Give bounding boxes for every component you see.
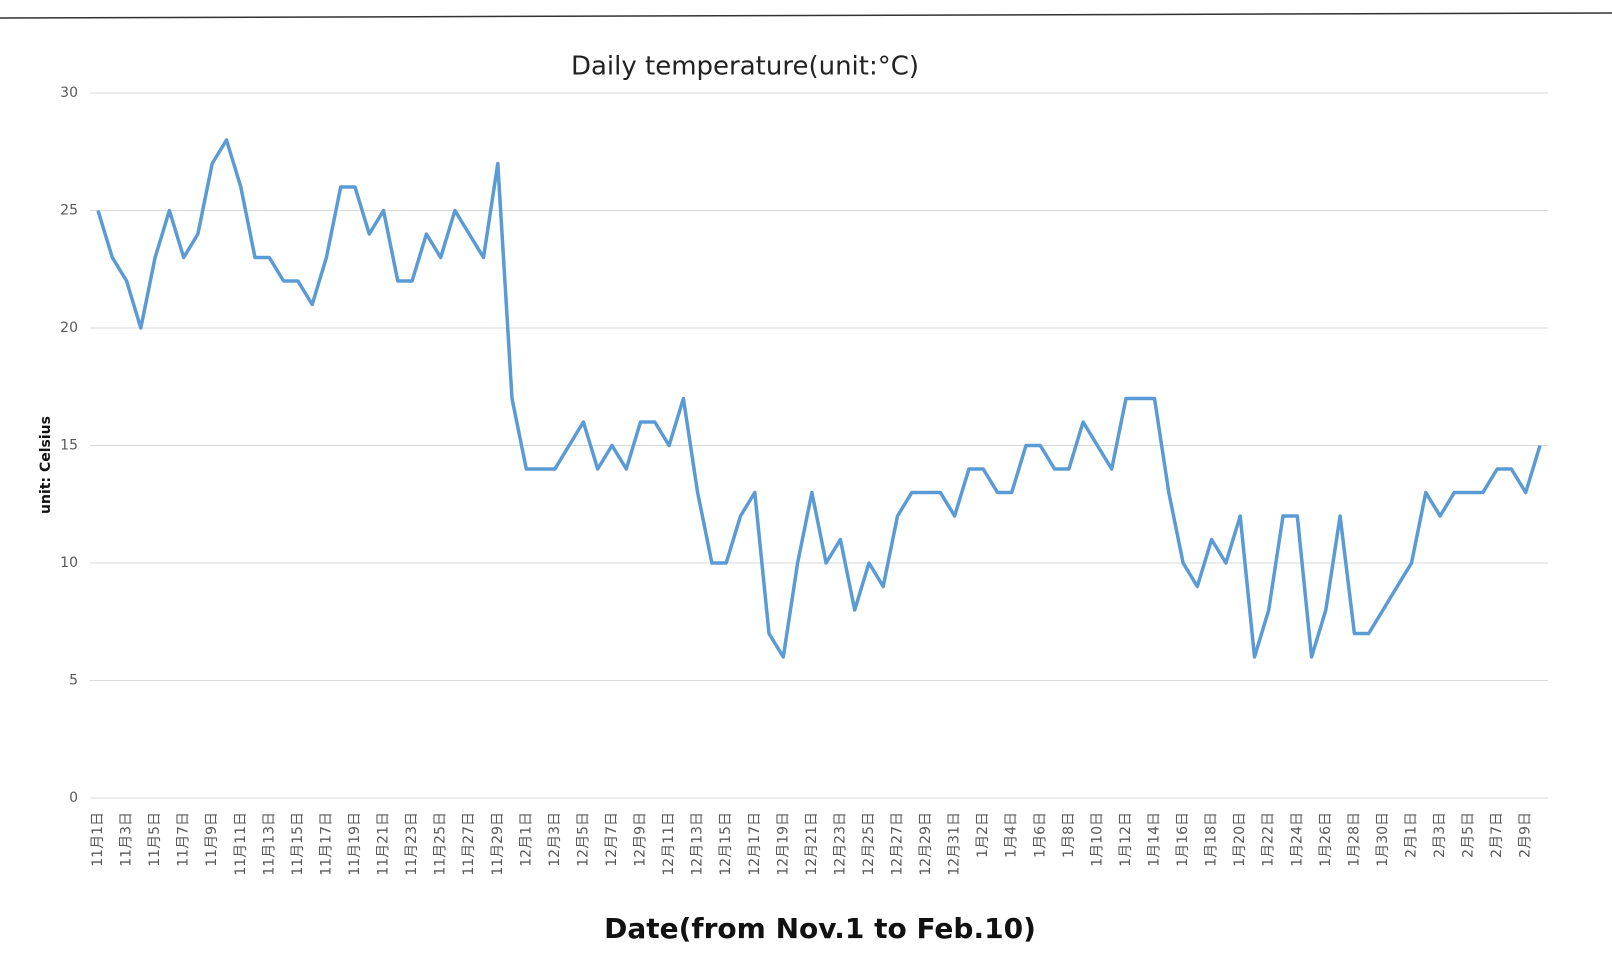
y-tick-label: 10 — [60, 555, 78, 571]
x-tick-label: 12月3日 — [547, 812, 563, 867]
y-tick-label: 30 — [60, 85, 78, 101]
chart-title: Daily temperature(unit:°C) — [571, 52, 919, 82]
x-tick-label: 1月6日 — [1032, 812, 1048, 858]
y-axis-label: unit: Celsius — [38, 416, 54, 514]
x-tick-label: 11月9日 — [204, 812, 220, 867]
y-tick-label: 25 — [60, 203, 78, 219]
y-tick-label: 5 — [69, 673, 78, 689]
line-series — [96, 138, 1542, 659]
x-tick-label: 12月21日 — [804, 812, 820, 876]
x-tick-label: 1月20日 — [1232, 812, 1248, 867]
x-tick-label: 1月16日 — [1175, 812, 1191, 867]
x-tick-label: 12月5日 — [575, 812, 591, 867]
x-tick-label: 11月1日 — [90, 812, 106, 867]
x-tick-label: 2月5日 — [1461, 812, 1477, 858]
x-tick-label: 1月10日 — [1089, 812, 1105, 867]
x-tick-label: 12月11日 — [661, 812, 677, 876]
x-tick-label: 12月27日 — [890, 812, 906, 876]
x-tick-label: 2月3日 — [1432, 812, 1448, 858]
x-tick-label: 12月31日 — [947, 812, 963, 876]
x-tick-label: 1月24日 — [1289, 812, 1305, 867]
x-tick-label: 11月13日 — [261, 812, 277, 876]
x-tick-label: 2月1日 — [1404, 812, 1420, 858]
x-tick-label: 1月8日 — [1061, 812, 1077, 858]
x-tick-label: 1月28日 — [1346, 812, 1362, 867]
x-tick-label: 1月26日 — [1318, 812, 1334, 867]
x-tick-label: 11月21日 — [376, 812, 392, 876]
x-tick-label: 11月17日 — [318, 812, 334, 876]
x-tick-label: 12月13日 — [690, 812, 706, 876]
x-tick-label: 12月15日 — [718, 812, 734, 876]
x-tick-label: 12月29日 — [918, 812, 934, 876]
x-tick-label: 11月7日 — [176, 812, 192, 867]
x-tick-label: 11月15日 — [290, 812, 306, 876]
x-tick-label: 12月9日 — [633, 812, 649, 867]
x-tick-label: 2月9日 — [1518, 812, 1534, 858]
x-tick-label: 11月5日 — [147, 812, 163, 867]
x-tick-label: 11月25日 — [433, 812, 449, 876]
x-tick-label: 1月30日 — [1375, 812, 1391, 867]
x-tick-label: 12月7日 — [604, 812, 620, 867]
x-tick-label: 11月3日 — [119, 812, 135, 867]
x-tick-label: 1月22日 — [1261, 812, 1277, 867]
x-tick-label: 12月1日 — [518, 812, 534, 867]
x-tick-label: 11月23日 — [404, 812, 420, 876]
x-tick-label: 11月19日 — [347, 812, 363, 876]
y-tick-label: 0 — [69, 790, 78, 806]
x-tick-label: 12月17日 — [747, 812, 763, 876]
x-tick-label: 12月23日 — [832, 812, 848, 876]
x-axis-label: Date(from Nov.1 to Feb.10) — [604, 912, 1036, 945]
x-tick-label: 1月18日 — [1204, 812, 1220, 867]
x-tick-label: 1月12日 — [1118, 812, 1134, 867]
y-tick-label: 20 — [60, 320, 78, 336]
x-tick-label: 12月19日 — [775, 812, 791, 876]
x-tick-label: 11月11日 — [233, 812, 249, 876]
x-tick-label: 2月7日 — [1489, 812, 1505, 858]
x-tick-label: 1月14日 — [1147, 812, 1163, 867]
x-tick-label: 11月29日 — [490, 812, 506, 876]
y-tick-label: 15 — [60, 438, 78, 454]
x-tick-label: 12月25日 — [861, 812, 877, 876]
top-rule — [0, 12, 1612, 19]
x-tick-label: 1月4日 — [1004, 812, 1020, 858]
x-tick-label: 1月2日 — [975, 812, 991, 858]
x-tick-label: 11月27日 — [461, 812, 477, 876]
